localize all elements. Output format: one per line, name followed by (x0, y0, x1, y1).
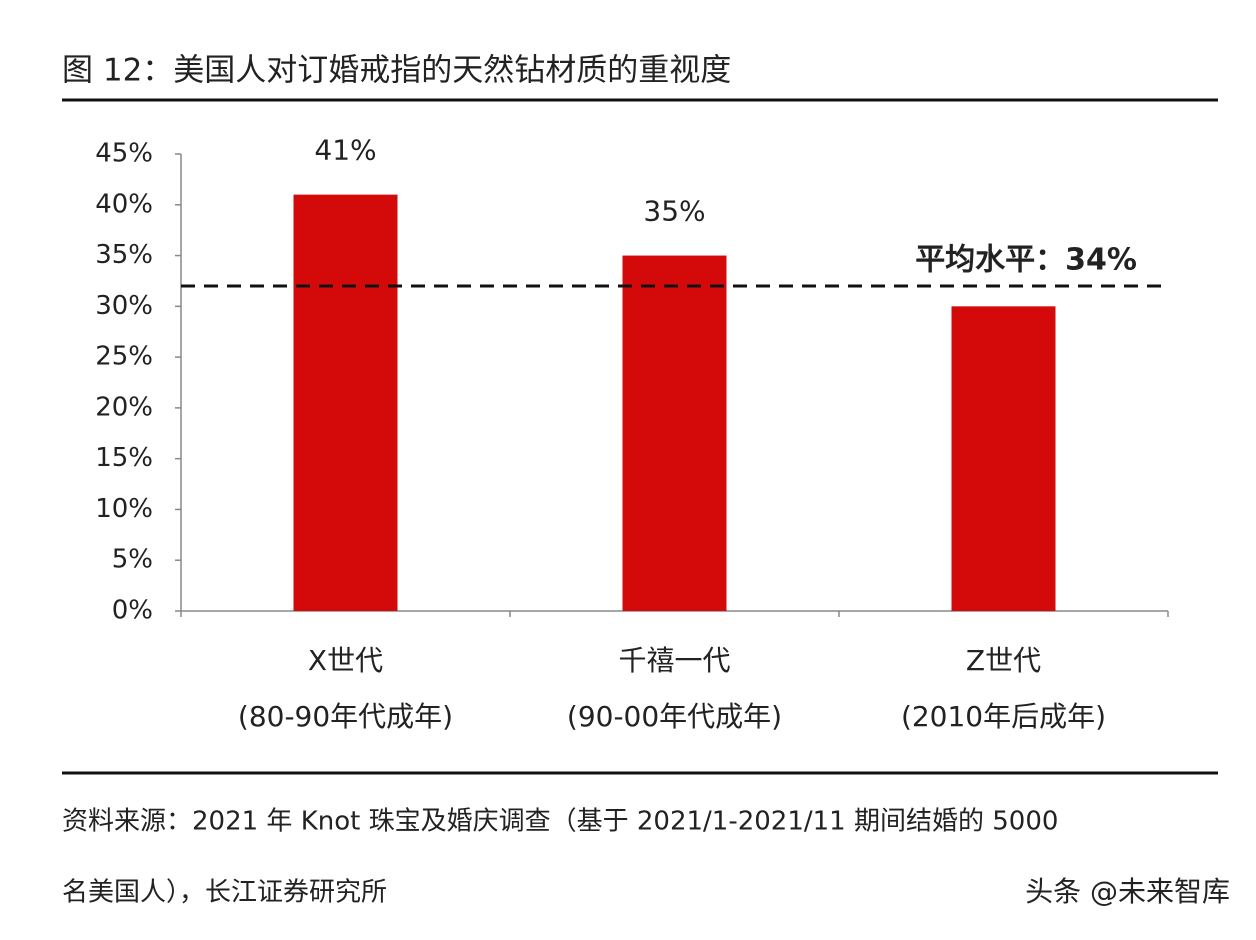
y-tick-label: 15% (95, 443, 153, 473)
value-label: 35% (643, 195, 705, 228)
source-line: 资料来源：2021 年 Knot 珠宝及婚庆调查（基于 2021/1-2021/… (62, 807, 1058, 837)
y-tick-label: 25% (95, 342, 153, 372)
y-tick-label: 20% (95, 392, 153, 422)
x-tick-label: (80-90年代成年) (238, 700, 453, 733)
y-tick-label: 45% (95, 139, 153, 169)
value-label: 41% (314, 134, 376, 167)
y-tick-label: 0% (112, 596, 153, 626)
bar (622, 255, 727, 612)
y-tick-label: 40% (95, 189, 153, 219)
y-tick-label: 35% (95, 240, 153, 270)
bar (293, 194, 398, 611)
x-tick-label: (90-00年代成年) (567, 700, 782, 733)
y-tick-label: 30% (95, 291, 153, 321)
average-label: 平均水平：34% (915, 243, 1137, 278)
y-tick-label: 10% (95, 494, 153, 524)
x-tick-label: 千禧一代 (618, 644, 730, 677)
x-tick-label: Z世代 (966, 644, 1041, 677)
chart-title: 图 12：美国人对订婚戒指的天然钻材质的重视度 (62, 53, 731, 89)
source-line: 名美国人），长江证券研究所 (62, 878, 387, 908)
y-tick-label: 5% (112, 545, 153, 575)
bar (951, 306, 1056, 611)
x-tick-label: X世代 (308, 644, 383, 677)
x-tick-label: (2010年后成年) (901, 700, 1106, 733)
watermark: 头条 @未来智库 (1025, 875, 1230, 908)
